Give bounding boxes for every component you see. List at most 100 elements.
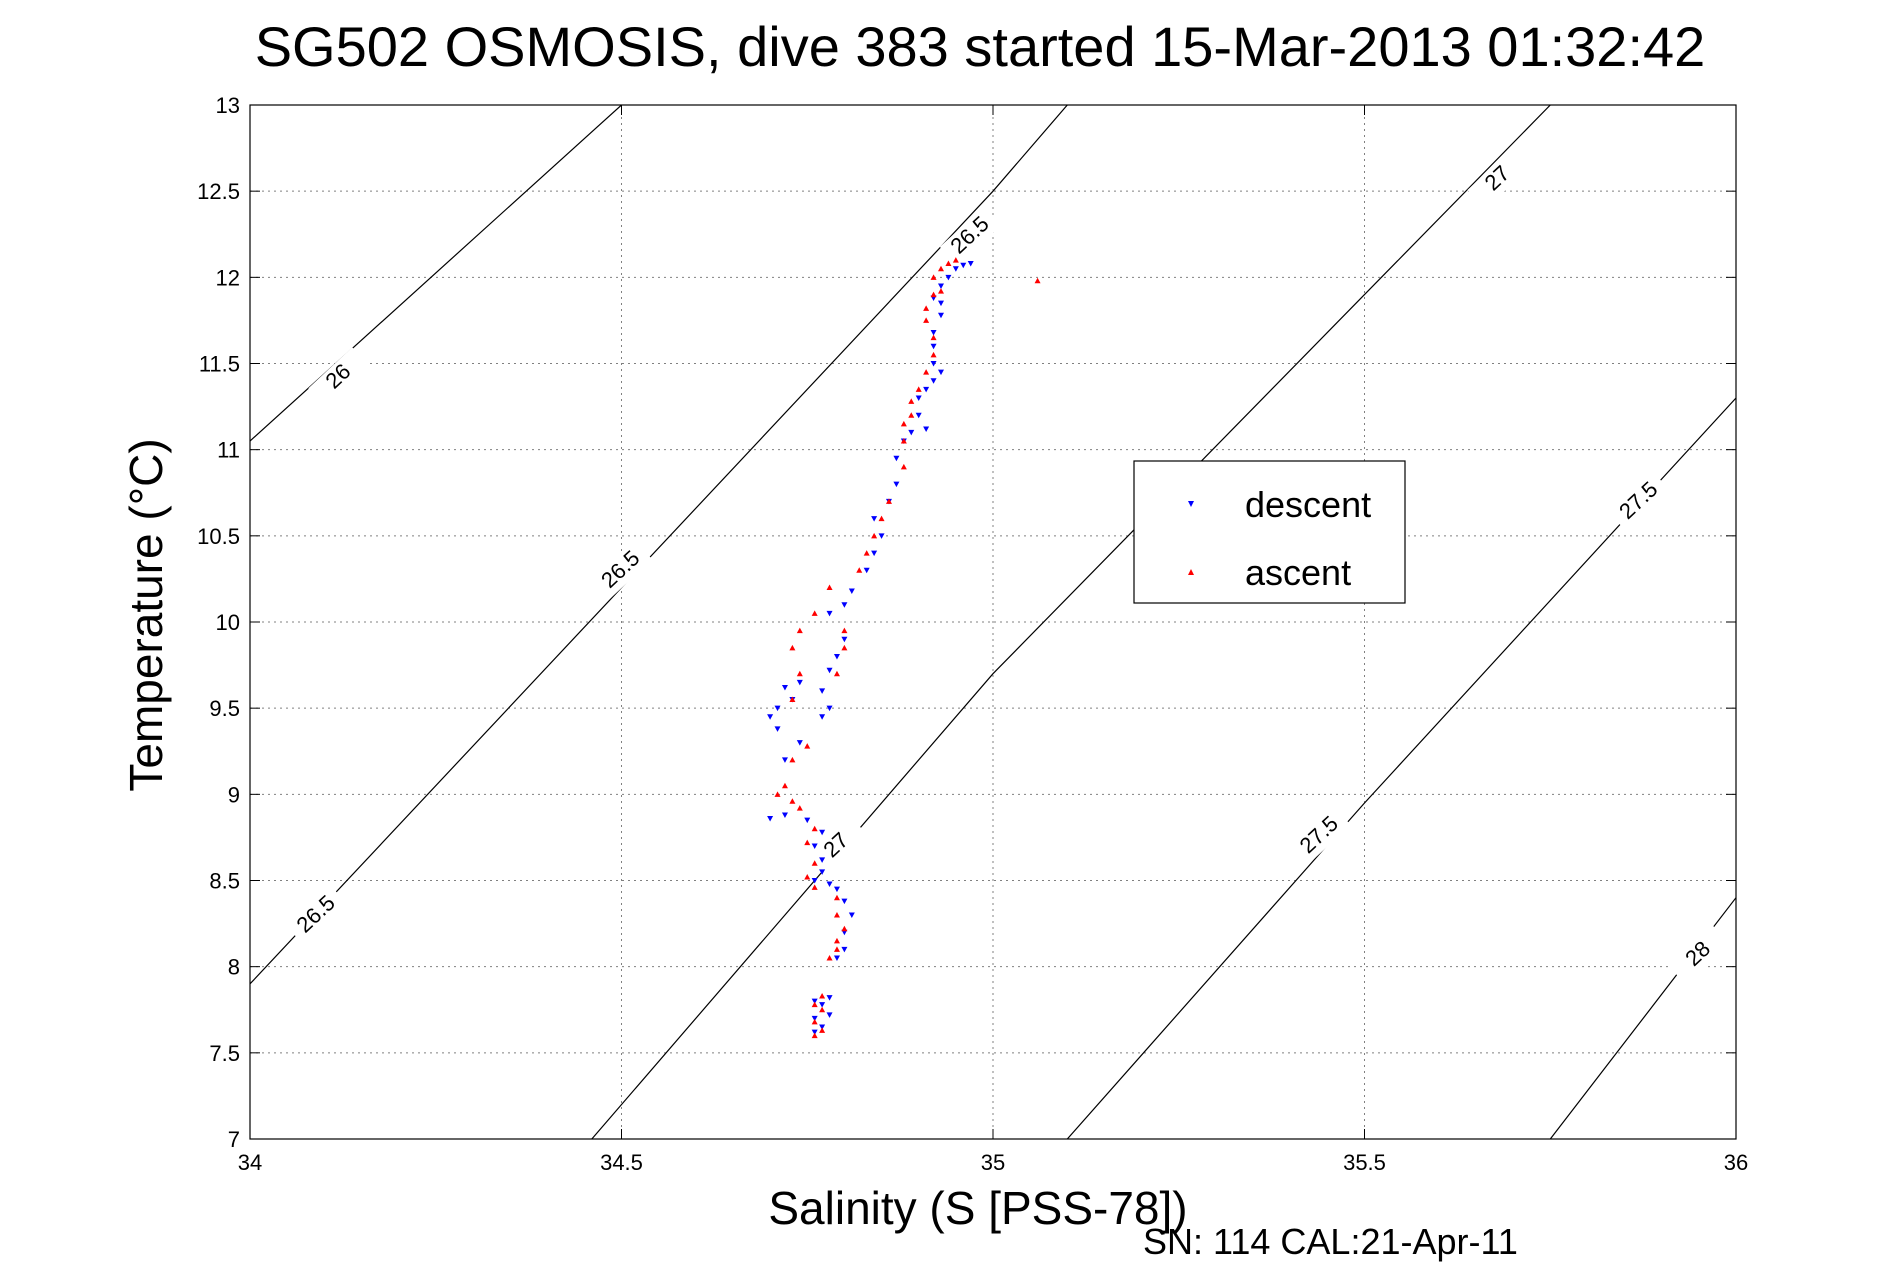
y-axis-title: Temperature (°C) <box>120 438 172 791</box>
descent-point <box>796 740 803 746</box>
descent-point <box>819 1024 826 1030</box>
ascent-point <box>811 825 818 832</box>
descent-point <box>819 688 826 694</box>
contour-label-background <box>1467 149 1530 210</box>
descent-point <box>893 455 900 462</box>
ascent-point <box>930 274 937 280</box>
series-ascent <box>774 257 1041 1039</box>
descent-point <box>937 312 944 319</box>
descent-point <box>819 869 826 875</box>
ascent-point <box>900 463 907 470</box>
descent-point <box>826 705 833 712</box>
descent-point <box>945 274 952 281</box>
chart-title: SG502 OSMOSIS, dive 383 started 15-Mar-2… <box>255 15 1706 78</box>
descent-point <box>930 329 937 336</box>
descent-point <box>930 378 937 384</box>
ascent-point <box>833 937 840 944</box>
ascent-point <box>789 696 796 703</box>
ascent-point <box>937 288 944 294</box>
legend-label-ascent: ascent <box>1245 552 1351 593</box>
ascent-point <box>952 257 959 263</box>
ascent-point <box>796 627 803 634</box>
descent-point <box>811 998 818 1005</box>
descent-point <box>826 1012 833 1018</box>
y-tick-label: 13 <box>216 93 240 118</box>
contour-label-background <box>1668 924 1730 985</box>
ascent-point <box>833 670 840 677</box>
ascent-point <box>900 420 907 427</box>
ascent-point <box>930 291 937 298</box>
descent-point <box>915 412 922 419</box>
ascent-point <box>789 798 796 804</box>
contour-label-background <box>308 347 370 408</box>
descent-point <box>833 955 840 962</box>
density-contour-26.5 <box>250 105 1068 985</box>
y-tick-label: 8.5 <box>209 869 240 894</box>
descent-point <box>923 386 930 393</box>
descent-point <box>811 843 818 850</box>
ascent-point <box>930 334 937 341</box>
ascent-point <box>811 884 818 890</box>
y-tick-label: 7 <box>228 1127 240 1152</box>
descent-point <box>819 857 826 863</box>
descent-point <box>871 516 878 522</box>
descent-point <box>833 886 840 893</box>
ascent-point <box>871 532 878 539</box>
ascent-point <box>841 627 848 634</box>
x-tick-label: 36 <box>1724 1150 1748 1175</box>
x-axis-title: Salinity (S [PSS-78]) <box>768 1182 1187 1234</box>
ascent-point <box>811 610 818 616</box>
descent-point <box>960 262 967 269</box>
ascent-point <box>804 874 811 880</box>
y-tick-label: 12.5 <box>197 179 240 204</box>
ascent-point <box>789 756 796 763</box>
descent-point <box>826 881 833 887</box>
descent-point <box>923 426 930 432</box>
ascent-point <box>811 1018 818 1025</box>
serial-calibration-footer: SN: 114 CAL:21-Apr-11 <box>1143 1221 1518 1262</box>
descent-point <box>826 667 833 674</box>
contour-label-background <box>1608 471 1671 532</box>
series-descent <box>767 261 974 1036</box>
descent-point <box>811 1015 818 1022</box>
legend-label-descent: descent <box>1245 484 1371 525</box>
descent-point <box>774 705 781 712</box>
y-tick-label: 10.5 <box>197 524 240 549</box>
ascent-point <box>937 265 944 272</box>
descent-point <box>781 757 788 763</box>
y-tick-label: 7.5 <box>209 1041 240 1066</box>
ascent-point <box>1034 277 1041 284</box>
descent-point <box>781 684 788 691</box>
ascent-point <box>826 955 833 961</box>
ascent-point <box>930 351 937 358</box>
y-tick-label: 9 <box>228 782 240 807</box>
descent-point <box>841 946 848 953</box>
descent-point <box>871 550 878 557</box>
legend-box <box>1133 460 1406 604</box>
descent-point <box>796 679 803 686</box>
descent-point <box>967 261 974 267</box>
y-tick-label: 11.5 <box>199 352 240 377</box>
ascent-point <box>796 670 803 677</box>
ascent-point <box>789 644 796 651</box>
y-tick-label: 11 <box>217 438 240 463</box>
legend-marker-ascent <box>1188 569 1194 575</box>
descent-point <box>826 995 833 1001</box>
ascent-point <box>900 438 907 444</box>
ascent-point <box>885 498 892 504</box>
ascent-point <box>833 911 840 918</box>
descent-point <box>804 817 811 824</box>
ascent-point <box>923 305 930 311</box>
ascent-point <box>811 860 818 866</box>
descent-point <box>767 714 774 720</box>
x-tick-label: 34 <box>238 1150 262 1175</box>
descent-point <box>833 653 840 660</box>
contour-label-background <box>939 206 1002 266</box>
legend-marker-descent <box>1188 501 1194 507</box>
ascent-point <box>856 567 863 573</box>
density-contour-27.5 <box>1066 397 1736 1139</box>
descent-point <box>811 1029 818 1036</box>
descent-point <box>848 588 855 594</box>
